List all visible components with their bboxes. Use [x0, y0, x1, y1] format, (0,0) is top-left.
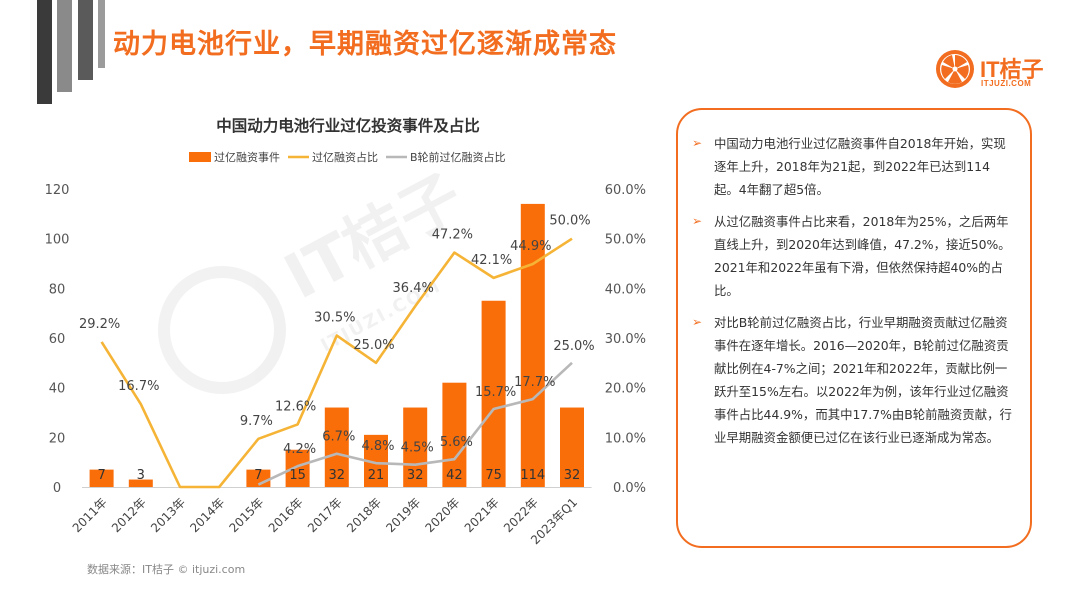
x-tick-label: 2015年: [227, 495, 267, 535]
bar-label: 32: [564, 468, 581, 483]
x-tick-label: 2019年: [383, 495, 423, 535]
ratio-label: 16.7%: [118, 379, 159, 394]
arrow-icon: ➢: [692, 136, 703, 150]
ratio-label: 9.7%: [240, 414, 273, 429]
line-b-round: [257, 361, 573, 486]
bar: [481, 300, 506, 487]
note-item: ➢ 中国动力电池行业过亿融资事件自2018年开始，实现逐年上升，2018年为21起…: [692, 132, 1012, 201]
ratio-label: 12.6%: [275, 399, 316, 414]
bar-label: 32: [407, 468, 424, 483]
ratio-label: 42.1%: [471, 253, 512, 268]
logo-name: IT桔子: [980, 57, 1044, 82]
y-left-tick: 80: [49, 282, 66, 297]
b-round-label: 17.7%: [514, 375, 555, 390]
legend-swatch-bar: [189, 152, 211, 162]
slide-title: 动力电池行业，早期融资过亿逐渐成常态: [113, 29, 617, 60]
b-round-label: 25.0%: [553, 339, 594, 354]
bar: [128, 479, 153, 487]
note-item: ➢ 对比B轮前过亿融资占比，行业早期融资贡献过亿融资事件在逐年增长。2016—20…: [692, 311, 1012, 449]
logo-domain: ITJUZI.COM: [981, 79, 1032, 88]
x-tick-label: 2017年: [305, 495, 345, 535]
bar-label: 3: [137, 468, 145, 483]
bar-label: 42: [446, 468, 463, 483]
legend-label: B轮前过亿融资占比: [410, 150, 506, 164]
arrow-icon: ➢: [692, 214, 703, 228]
data-source: 数据来源：IT桔子 © itjuzi.com: [87, 563, 246, 576]
b-round-label: 4.5%: [401, 441, 434, 456]
b-round-label: 15.7%: [475, 385, 516, 400]
decor-bar: [57, 0, 72, 92]
b-round-label: 6.7%: [322, 430, 355, 445]
b-round-label: 5.6%: [440, 435, 473, 450]
bar: [324, 407, 349, 487]
decor-bar: [37, 0, 52, 104]
x-tick-label: 2016年: [266, 495, 306, 535]
y-left-tick: 40: [49, 382, 66, 397]
chart-title: 中国动力电池行业过亿投资事件及占比: [216, 116, 480, 135]
legend-label: 过亿融资事件: [214, 151, 280, 164]
y-right-tick: 20.0%: [605, 382, 646, 397]
x-tick-label: 2021年: [462, 495, 502, 535]
y-left-tick: 60: [49, 332, 66, 347]
y-right-tick: 50.0%: [605, 233, 646, 248]
x-tick-label: 2011年: [70, 495, 110, 535]
note-text: 从过亿融资事件占比来看，2018年为25%，之后两年直线上升，到2020年达到峰…: [714, 214, 1011, 298]
note-item: ➢ 从过亿融资事件占比来看，2018年为25%，之后两年直线上升，到2020年达到…: [692, 210, 1012, 302]
ratio-label: 36.4%: [393, 281, 434, 296]
x-tick-label: 2014年: [187, 495, 227, 535]
x-tick-label: 2012年: [109, 495, 149, 535]
bar: [285, 449, 310, 487]
decor-bar: [98, 0, 105, 68]
bar: [520, 203, 545, 487]
arrow-icon: ➢: [692, 315, 703, 329]
y-right-tick: 10.0%: [605, 431, 646, 446]
line-ratio: [100, 237, 573, 489]
bar-label: 21: [368, 468, 385, 483]
watermark-icon: [158, 266, 286, 394]
bar: [403, 407, 428, 487]
y-right-tick: 40.0%: [605, 282, 646, 297]
ratio-label: 25.0%: [353, 338, 394, 353]
x-tick-label: 2013年: [148, 495, 188, 535]
note-text: 对比B轮前过亿融资占比，行业早期融资贡献过亿融资事件在逐年增长。2016—202…: [714, 315, 1012, 445]
bar-label: 15: [289, 468, 306, 483]
bar-label: 75: [485, 468, 502, 483]
ratio-label: 44.9%: [510, 239, 551, 254]
ratio-label: 47.2%: [432, 228, 473, 243]
ratio-label: 50.0%: [549, 214, 590, 229]
x-tick-label: 2020年: [423, 495, 463, 535]
brand-logo: IT桔子 ITJUZI.COM: [934, 46, 1054, 94]
bar: [89, 469, 114, 487]
y-left-tick: 120: [45, 183, 70, 198]
ratio-label: 29.2%: [79, 317, 120, 332]
bar-label: 114: [520, 468, 545, 483]
note-text: 中国动力电池行业过亿融资事件自2018年开始，实现逐年上升，2018年为21起，…: [714, 136, 1006, 197]
decor-bar: [78, 0, 93, 80]
b-round-label: 4.2%: [283, 442, 316, 457]
notes-panel: ➢ 中国动力电池行业过亿融资事件自2018年开始，实现逐年上升，2018年为21起…: [676, 108, 1032, 548]
bar: [560, 407, 584, 487]
bar-label: 32: [329, 468, 346, 483]
bar-label: 7: [254, 468, 262, 483]
y-left-tick: 100: [45, 233, 70, 248]
bar: [442, 382, 467, 487]
ratio-label: 30.5%: [314, 311, 355, 326]
y-left-tick: 0: [53, 481, 61, 496]
y-left-tick: 20: [49, 431, 66, 446]
y-right-tick: 0.0%: [613, 481, 646, 496]
y-right-tick: 30.0%: [605, 332, 646, 347]
x-tick-label: 2018年: [344, 495, 384, 535]
b-round-label: 4.8%: [361, 439, 394, 454]
orange-slice-icon: [936, 50, 974, 88]
legend-label: 过亿融资占比: [312, 150, 378, 164]
y-right-tick: 60.0%: [605, 183, 646, 198]
bar-label: 7: [97, 468, 105, 483]
